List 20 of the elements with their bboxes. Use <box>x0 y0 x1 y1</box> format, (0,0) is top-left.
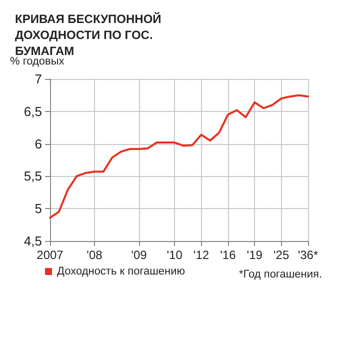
text: *Год погашения. <box>239 268 322 280</box>
y-tick-label: 7 <box>34 72 42 86</box>
y-tick-label: 5,5 <box>24 168 42 184</box>
legend-label: Доходность к погашению <box>57 266 185 278</box>
x-tick-label: '10 <box>166 248 183 262</box>
x-tick-label: '09 <box>131 248 148 262</box>
line-series <box>49 94 309 219</box>
y-tick-label: 6 <box>34 136 42 152</box>
x-tick-label: '36* <box>298 248 318 262</box>
x-tick-label: '12 <box>193 248 210 262</box>
x-tick-label: '16 <box>220 248 236 262</box>
x-tick-label: '08 <box>86 248 103 262</box>
x-tick-label: 2007 <box>36 248 64 262</box>
x-tick-label: '25 <box>273 248 290 262</box>
y-tick-label: 5 <box>34 201 42 216</box>
y-tick-label: 4,5 <box>24 234 42 248</box>
y-axis-title: % годовых <box>10 56 65 68</box>
chart-title: КРИВАЯ БЕСКУПОННОЙ ДОХОДНОСТИ ПО ГОС. БУМАГАМ <box>15 12 165 58</box>
y-tick-label: 6,5 <box>24 104 42 119</box>
x-tick-label: '19 <box>246 248 263 262</box>
